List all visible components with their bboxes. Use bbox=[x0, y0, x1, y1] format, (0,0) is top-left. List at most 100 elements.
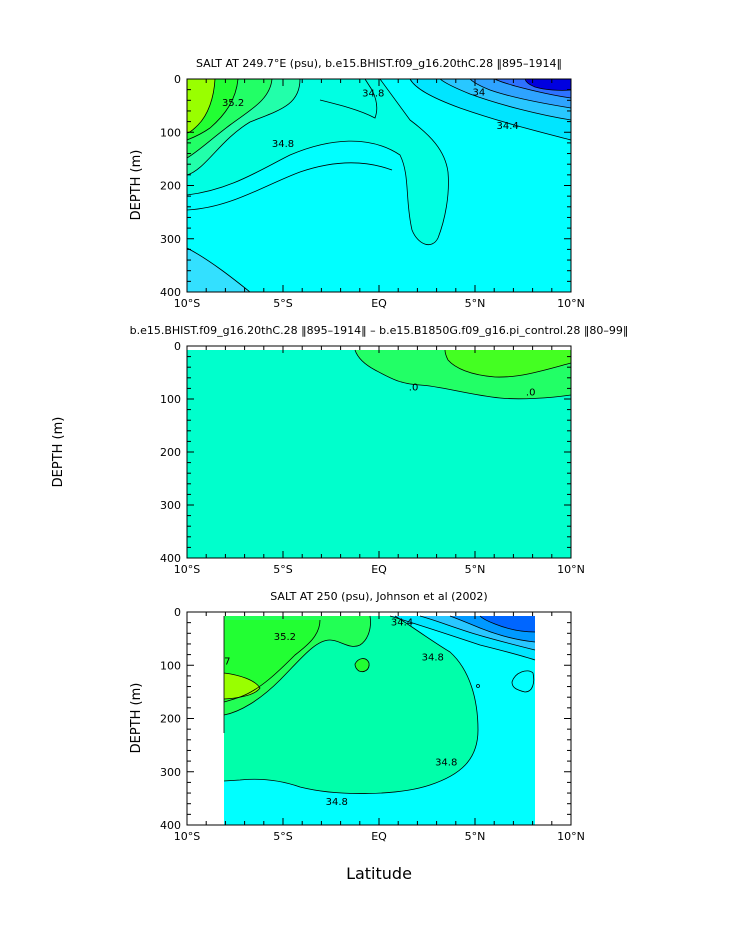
panel-2-axes: 10°S 5°S EQ 5°N 10°N 0 100 200 300 400 bbox=[160, 340, 585, 576]
panel-1-contour-line bbox=[409, 79, 571, 141]
panel-2-positive-high-region bbox=[445, 350, 571, 378]
x-tick-label: 5°N bbox=[465, 297, 486, 310]
panel-1-contour-line bbox=[319, 79, 378, 119]
panel-3-field bbox=[187, 612, 571, 825]
x-tick-label: 10°N bbox=[557, 563, 585, 576]
y-tick-label: 400 bbox=[160, 286, 181, 299]
x-tick-label: 5°S bbox=[273, 297, 292, 310]
panel-2: b.e15.BHIST.f09_g16.20thC.28 ‖895–1914‖ … bbox=[130, 324, 629, 576]
y-tick-label: 100 bbox=[160, 126, 181, 139]
panel-1-contour-line bbox=[187, 247, 251, 292]
panel-3-fresh-core bbox=[480, 616, 535, 632]
panel-1-contour-line bbox=[187, 79, 301, 176]
panel-1-y-axis-label: DEPTH (m) bbox=[129, 150, 144, 221]
y-tick-label: 300 bbox=[160, 766, 181, 779]
contour-label: .0 bbox=[526, 388, 536, 399]
panel-1-contour-line bbox=[524, 79, 571, 91]
panel-1-contour-line bbox=[494, 79, 571, 99]
panel-1-contour-lines bbox=[187, 79, 571, 292]
panel-1-contour-line bbox=[187, 162, 393, 211]
contour-label: 7 bbox=[224, 657, 230, 668]
x-tick-label: 10°S bbox=[174, 830, 200, 843]
y-tick-label: 0 bbox=[174, 340, 181, 353]
contour-label: 35.2 bbox=[222, 98, 244, 109]
panel-3-saltiest-core bbox=[224, 673, 260, 699]
panel-2-contour-lines bbox=[354, 349, 571, 400]
x-tick-label: 5°S bbox=[273, 563, 292, 576]
panel-3-title: SALT AT 250 (psu), Johnson et al (2002) bbox=[270, 590, 487, 603]
panel-3-y-axis-label: DEPTH (m) bbox=[129, 683, 144, 754]
panel-1: SALT AT 249.7°E (psu), b.e15.BHIST.f09_g… bbox=[160, 57, 585, 310]
x-tick-label: EQ bbox=[371, 297, 387, 310]
panel-3-contour-labels: 35.2 34.4 34.8 34.8 34.8 7 bbox=[224, 618, 457, 808]
x-tick-label: 5°S bbox=[273, 830, 292, 843]
panel-3-contour-lines bbox=[223, 615, 536, 794]
contour-label: 35.2 bbox=[274, 632, 296, 643]
panel-3-axes: 10°S 5°S EQ 5°N 10°N 0 100 200 300 400 bbox=[160, 606, 585, 843]
contour-label: 34.8 bbox=[326, 797, 348, 808]
contour-label: 34 bbox=[472, 87, 485, 98]
x-tick-label: 10°N bbox=[557, 830, 585, 843]
y-tick-label: 400 bbox=[160, 819, 181, 832]
x-tick-label: EQ bbox=[371, 830, 387, 843]
y-tick-label: 300 bbox=[160, 233, 181, 246]
panel-3-contour-line bbox=[449, 615, 536, 643]
panel-3-contour-line bbox=[476, 684, 480, 688]
panel-1-fresh-bottom-left bbox=[187, 248, 250, 292]
panel-1-field bbox=[187, 79, 571, 292]
x-axis-label: Latitude bbox=[346, 864, 412, 883]
contour-label: 34.4 bbox=[497, 121, 519, 132]
shared-y-axis-label: DEPTH (m) bbox=[51, 417, 66, 488]
y-tick-label: 0 bbox=[174, 606, 181, 619]
panel-3: SALT AT 250 (psu), Johnson et al (2002) bbox=[160, 590, 585, 843]
panel-2-title: b.e15.BHIST.f09_g16.20thC.28 ‖895–1914‖ … bbox=[130, 324, 629, 337]
y-tick-label: 0 bbox=[174, 73, 181, 86]
panel-1-contour-line bbox=[439, 79, 571, 121]
x-tick-label: EQ bbox=[371, 563, 387, 576]
x-tick-label: 10°S bbox=[174, 563, 200, 576]
panel-2-contour-line bbox=[444, 349, 571, 378]
contour-label: 34.8 bbox=[435, 758, 457, 769]
panel-1-saltiest-core bbox=[187, 79, 215, 133]
panel-3-contour-line bbox=[389, 615, 536, 661]
contour-label: .0 bbox=[409, 382, 419, 393]
panel-1-contour-line bbox=[187, 79, 239, 141]
y-tick-label: 300 bbox=[160, 499, 181, 512]
panel-1-fresh-core bbox=[525, 79, 571, 91]
contour-label: 34.8 bbox=[362, 88, 384, 99]
x-tick-label: 5°N bbox=[465, 563, 486, 576]
panel-1-mid-tongue bbox=[187, 79, 449, 245]
panel-1-contour-labels: 35.2 34.8 34.8 34.4 34 bbox=[222, 87, 519, 150]
x-tick-label: 5°N bbox=[465, 830, 486, 843]
y-tick-label: 100 bbox=[160, 393, 181, 406]
y-tick-label: 200 bbox=[160, 180, 181, 193]
panel-3-contour-line bbox=[223, 615, 371, 716]
panel-3-contour-line bbox=[223, 615, 479, 794]
contour-label: 34.8 bbox=[272, 139, 294, 150]
panel-1-contour-line bbox=[187, 79, 449, 246]
panel-3-contour-line bbox=[223, 619, 321, 703]
panel-3-salty-eddy bbox=[355, 658, 370, 672]
y-tick-label: 200 bbox=[160, 713, 181, 726]
contour-label: 34.4 bbox=[391, 618, 413, 629]
panel-3-contour-line bbox=[419, 615, 536, 651]
panel-2-contour-labels: .0 .0 bbox=[409, 382, 536, 398]
panel-3-contour-line bbox=[511, 670, 535, 693]
panel-1-axes: 10°S 5°S EQ 5°N 10°N 0 100 200 300 400 bbox=[160, 73, 585, 310]
panel-3-fresh-eddy bbox=[512, 670, 534, 692]
panel-3-contour-line bbox=[479, 615, 536, 633]
panel-3-contour-line bbox=[223, 672, 261, 700]
y-tick-label: 200 bbox=[160, 446, 181, 459]
x-tick-label: 10°N bbox=[557, 297, 585, 310]
y-tick-label: 100 bbox=[160, 659, 181, 672]
x-tick-label: 10°S bbox=[174, 297, 200, 310]
panel-3-contour-line bbox=[354, 658, 370, 672]
panel-2-field bbox=[187, 346, 571, 558]
panel-1-contour-line bbox=[469, 79, 571, 109]
panel-1-contour-line bbox=[187, 79, 273, 159]
y-tick-label: 400 bbox=[160, 552, 181, 565]
panel-2-contour-line bbox=[354, 349, 571, 400]
contour-label: 34.8 bbox=[422, 652, 444, 663]
panel-1-title: SALT AT 249.7°E (psu), b.e15.BHIST.f09_g… bbox=[196, 57, 562, 70]
